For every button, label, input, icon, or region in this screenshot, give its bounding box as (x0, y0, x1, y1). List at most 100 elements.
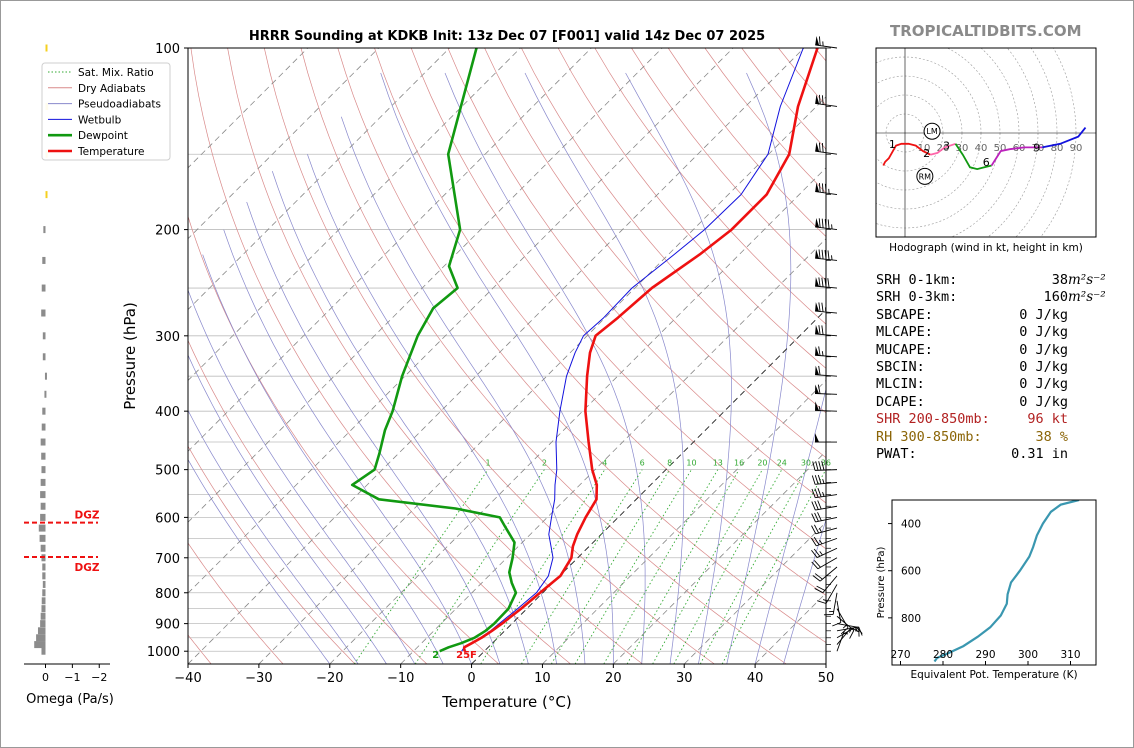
x-tick-label: 30 (676, 671, 693, 686)
wind-barb (811, 512, 838, 523)
wind-barb (811, 557, 838, 570)
theta-e-x-label: Equivalent Pot. Temperature (K) (910, 669, 1077, 681)
wind-barb (811, 524, 838, 535)
dry-adiabat (337, 48, 826, 644)
barb-flag (827, 278, 830, 288)
omega-bar (42, 256, 46, 264)
mixing-ratio-label: 8 (667, 459, 672, 468)
barb-staff (817, 557, 838, 570)
barb-staff (832, 592, 838, 615)
barb-pennant (815, 249, 820, 259)
mixing-ratio-line (550, 469, 671, 664)
wind-barb (815, 217, 838, 231)
param-label: SBCAPE: (876, 306, 933, 323)
param-row: RH 300-850mb: 38 % (876, 429, 1086, 446)
barb-flag (818, 183, 821, 193)
barb-staff (836, 600, 842, 623)
barb-staff (816, 547, 838, 558)
barb-half-flag (819, 527, 822, 533)
theta-e-y-label: Pressure (hPa) (876, 547, 887, 619)
barb-flag (817, 512, 822, 521)
barb-flag (814, 475, 819, 485)
barb-flag (821, 249, 824, 260)
isotherm (188, 48, 734, 594)
wind-barb (823, 592, 838, 616)
wind-barb (814, 401, 838, 412)
dry-adiabat (227, 48, 643, 664)
theta-e-y-tick-label: 800 (901, 613, 921, 625)
barb-flag (812, 461, 816, 471)
omega-bar (39, 534, 46, 542)
theta-e-profile (933, 500, 1080, 663)
barb-flag (814, 488, 819, 498)
chart-title: HRRR Sounding at KDKB Init: 13z Dec 07 [… (249, 29, 765, 44)
barb-flag (813, 524, 820, 534)
param-row: SBCIN: 0 J/kg (876, 359, 1086, 376)
omega-tick-label: 0 (42, 671, 49, 684)
barb-flag (818, 218, 821, 228)
dgz-label: DGZ (75, 562, 100, 574)
plot-area (188, 48, 826, 664)
mixing-ratio-line (574, 469, 692, 664)
param-value: 0 J/kg (1019, 306, 1068, 323)
param-label: DCAPE: (876, 393, 925, 410)
mixing-ratio-label: 16 (734, 459, 744, 468)
hodo-ring-label: 40 (975, 143, 988, 154)
y-axis-label: Pressure (hPa) (121, 302, 139, 410)
barb-flag (818, 94, 821, 105)
x-tick-label: 20 (605, 671, 622, 686)
moist-adiabat (524, 72, 685, 664)
legend-label: Sat. Mix. Ratio (78, 67, 154, 79)
legend: Sat. Mix. Ratio Dry Adiabats Pseudoadiabat… (41, 62, 171, 161)
barb-half-flag (824, 307, 827, 313)
barb-flag (818, 302, 821, 312)
barb-flag (814, 573, 823, 580)
hodo-trace (882, 142, 931, 166)
barb-staff (816, 537, 838, 547)
legend-box (41, 62, 171, 161)
dry-adiabat (557, 48, 826, 369)
isotherm (188, 48, 379, 240)
theta-e-panel: 270 280 290 300 310 400 600 800 Equivalent Pot. … (876, 499, 1097, 681)
hodo-trace (990, 146, 1043, 166)
y-tick-label: 900 (155, 618, 180, 633)
barb-flag (818, 36, 821, 46)
param-label: SRH 0-1km: (876, 272, 958, 288)
barb-half-flag (822, 479, 825, 484)
isotherm (683, 521, 826, 664)
x-tick-label: 50 (818, 671, 835, 686)
hodo-trace (954, 143, 992, 171)
omega-bar (40, 478, 46, 486)
barb-flag (821, 183, 824, 193)
isotherm (613, 450, 826, 664)
omega-bar (41, 423, 46, 431)
surface-dewpoint-label: 2 (432, 650, 439, 661)
omega-bar (40, 612, 46, 620)
param-value: 0 J/kg (1019, 376, 1068, 393)
barb-staff (822, 575, 838, 593)
x-tick-label: −40 (174, 671, 201, 686)
param-value: 0 J/kg (1019, 393, 1068, 410)
barb-pennant (815, 217, 820, 228)
barb-half-flag (849, 628, 852, 633)
dry-adiabat (594, 48, 826, 325)
y-tick-label: 400 (155, 405, 180, 420)
barb-flag (811, 549, 818, 558)
barb-flag (814, 512, 819, 522)
omega-bar (40, 491, 46, 499)
mixing-ratio-label: 30 (801, 459, 811, 468)
storm-motion-marker (923, 122, 941, 140)
moist-adiabat (202, 254, 444, 664)
wind-barb (815, 365, 838, 377)
param-row: SBCAPE: 0 J/kg (876, 307, 1086, 324)
barb-flag (811, 525, 817, 534)
barb-half-flag (818, 405, 821, 411)
omega-bar (42, 589, 46, 597)
barb-flag (824, 250, 827, 260)
barb-flag (821, 95, 824, 105)
omega-bar (41, 309, 46, 317)
barb-flag (818, 325, 821, 335)
wind-barb (811, 500, 838, 511)
